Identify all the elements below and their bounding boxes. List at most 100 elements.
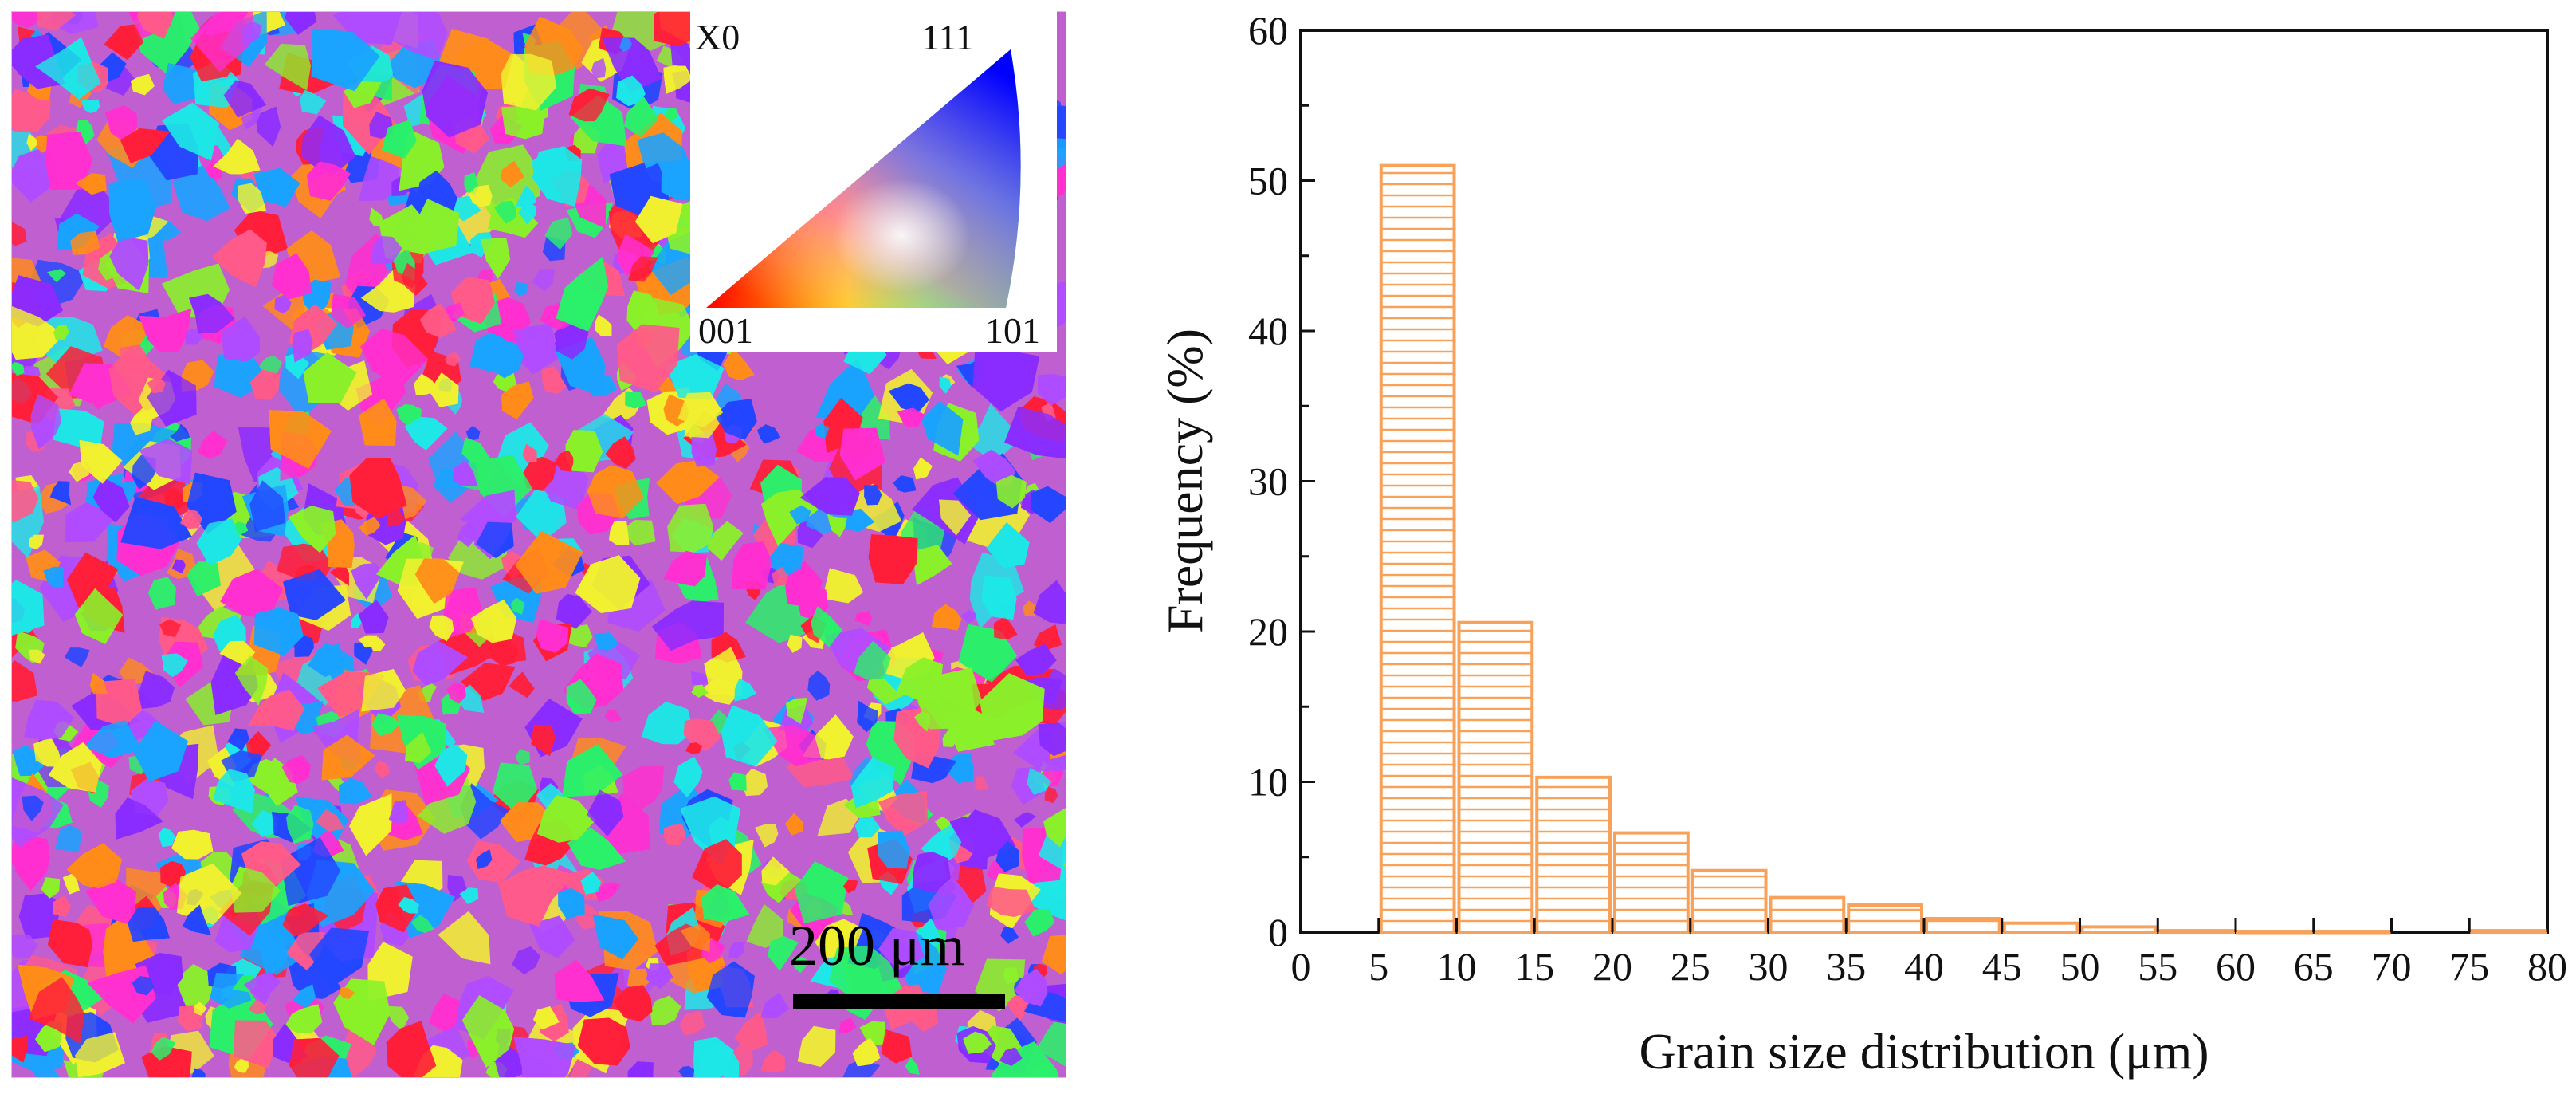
grain xyxy=(457,521,478,548)
grain xyxy=(422,61,488,138)
grain xyxy=(170,423,190,442)
grain xyxy=(732,541,772,590)
grain-size-histogram: 0 5 10 15 20 25 30 35 40 45 50 55 60 65 70 75 80 0 10 20 30 4… xyxy=(1156,8,2567,1080)
grain xyxy=(70,230,100,255)
grain xyxy=(604,710,622,722)
grain xyxy=(1024,909,1055,937)
grain xyxy=(704,647,743,697)
grain xyxy=(932,604,962,631)
grain xyxy=(212,229,267,287)
grain xyxy=(419,303,457,338)
grain xyxy=(469,332,520,373)
grain xyxy=(913,457,933,480)
x-tick-label-25: 25 xyxy=(1671,944,1710,989)
grain xyxy=(754,824,779,848)
x-tick-label-40: 40 xyxy=(1904,944,1944,989)
grain xyxy=(253,608,304,656)
grain xyxy=(760,992,789,1018)
grain xyxy=(685,742,703,754)
grain xyxy=(888,383,929,414)
grain xyxy=(897,407,925,427)
grain xyxy=(351,563,383,600)
grain xyxy=(130,407,153,435)
grain xyxy=(577,1017,630,1066)
grain xyxy=(878,927,925,970)
grain xyxy=(445,351,461,367)
grain xyxy=(568,88,610,122)
grain xyxy=(993,616,1018,640)
ipf-direction-label: X0 xyxy=(695,17,740,57)
grain xyxy=(580,872,602,895)
grain xyxy=(147,376,166,394)
grain xyxy=(515,185,536,208)
grain xyxy=(382,120,417,159)
grain xyxy=(429,372,459,407)
grain xyxy=(619,520,656,546)
grain xyxy=(251,809,278,837)
grain xyxy=(31,1061,60,1077)
grain xyxy=(501,160,524,188)
grain xyxy=(492,639,519,667)
x-tick-label-35: 35 xyxy=(1826,944,1866,989)
grain xyxy=(986,522,1030,569)
grain xyxy=(264,43,311,91)
grain xyxy=(375,884,419,933)
grain xyxy=(103,315,151,358)
grain xyxy=(784,561,823,608)
grain xyxy=(220,569,283,620)
grain xyxy=(388,800,409,824)
grain xyxy=(762,726,822,766)
grain xyxy=(532,269,556,292)
grain xyxy=(626,968,650,990)
grain xyxy=(198,430,228,459)
grain xyxy=(465,425,481,441)
grain xyxy=(79,439,123,484)
grain xyxy=(416,170,457,220)
grain xyxy=(147,577,176,610)
grain xyxy=(189,293,235,334)
grain xyxy=(592,914,639,960)
grain xyxy=(160,860,187,889)
grain xyxy=(823,568,864,604)
grain xyxy=(728,941,745,958)
grain xyxy=(308,643,345,678)
grain xyxy=(371,235,402,265)
grain xyxy=(230,866,281,913)
grain xyxy=(575,555,641,613)
grain xyxy=(683,718,721,751)
grain xyxy=(438,911,491,965)
x-tick-label-50: 50 xyxy=(2060,944,2100,989)
grain xyxy=(249,369,281,400)
grain xyxy=(492,762,538,815)
grain xyxy=(412,640,469,686)
grain xyxy=(63,873,80,895)
grain xyxy=(587,789,624,836)
grain xyxy=(55,824,83,852)
grain xyxy=(850,757,895,809)
grain xyxy=(540,303,571,330)
grain xyxy=(131,73,155,96)
grain xyxy=(288,506,336,553)
grain xyxy=(234,1058,249,1073)
grain xyxy=(609,520,630,545)
grain xyxy=(914,545,952,586)
grain xyxy=(797,1025,836,1067)
grain xyxy=(986,886,1036,917)
grain xyxy=(12,580,45,636)
grain xyxy=(161,653,188,678)
grain xyxy=(789,505,811,525)
grain xyxy=(443,587,484,639)
grain xyxy=(1028,1062,1059,1077)
grain xyxy=(248,1000,268,1015)
grain xyxy=(921,400,964,456)
grain xyxy=(469,184,493,207)
grain xyxy=(466,840,520,883)
grain xyxy=(995,840,1019,872)
x-tick-label-80: 80 xyxy=(2527,944,2567,989)
grain xyxy=(49,481,71,506)
grain xyxy=(12,480,39,523)
grain xyxy=(85,876,136,927)
grain xyxy=(282,903,329,937)
grain xyxy=(593,632,619,651)
grain xyxy=(255,106,281,148)
